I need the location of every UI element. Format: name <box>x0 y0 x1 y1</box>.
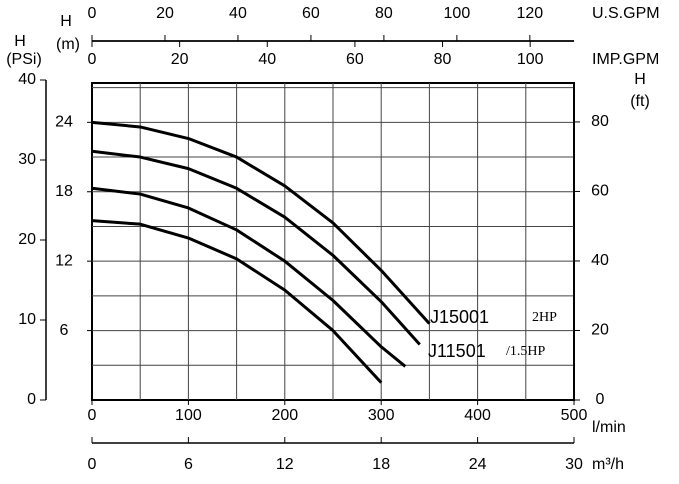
x2-tick-label: 24 <box>469 456 487 473</box>
y2-tick-label: 40 <box>18 71 36 88</box>
x2-tick-label: 60 <box>346 51 364 68</box>
x2-tick-label: 20 <box>156 5 174 22</box>
x2-tick-label: 40 <box>229 5 247 22</box>
pump-curve <box>91 186 407 368</box>
y2-tick-label: 40 <box>591 252 609 269</box>
y2-tick-label: 20 <box>18 231 36 248</box>
x2-axis-label: IMP.GPM <box>592 51 659 68</box>
x2-tick-label: 80 <box>434 51 452 68</box>
x2-tick-label: 20 <box>171 51 189 68</box>
x-tick-label: 0 <box>88 407 97 424</box>
y2-tick-label: 10 <box>18 311 36 328</box>
x-tick-label: 400 <box>464 407 491 424</box>
pump-curve <box>91 149 421 346</box>
y-axis-label: H <box>60 13 72 30</box>
x-tick-label: 500 <box>561 407 588 424</box>
y-tick-label: 18 <box>55 183 73 200</box>
x2-tick-label: 40 <box>258 51 276 68</box>
pump-curve <box>91 219 383 384</box>
y2-tick-label: 60 <box>591 183 609 200</box>
y2-axis-label: (PSi) <box>6 51 42 68</box>
x2-axis-label: U.S.GPM <box>592 5 660 22</box>
x-axis-label: l/min <box>592 419 626 436</box>
y2-tick-label: 80 <box>591 113 609 130</box>
y-tick-label: 12 <box>55 252 73 269</box>
y2-axis-label: H <box>634 71 646 88</box>
y-tick-label: 24 <box>55 114 73 131</box>
y2-tick-label: 0 <box>27 391 36 408</box>
y2-tick-label: 0 <box>596 391 605 408</box>
x-tick-label: 300 <box>368 407 395 424</box>
x2-tick-label: 0 <box>88 51 97 68</box>
y-axis-label: (m) <box>56 36 80 53</box>
x2-tick-label: 80 <box>375 5 393 22</box>
curve-label: /1.5HP <box>506 344 546 359</box>
curve-label: 2HP <box>532 310 557 325</box>
x2-axis-label: m³/h <box>592 456 624 473</box>
x-tick-label: 100 <box>175 407 202 424</box>
x2-tick-label: 12 <box>276 456 294 473</box>
y-tick-label: 6 <box>60 322 69 339</box>
x2-tick-label: 100 <box>444 5 471 22</box>
x2-tick-label: 0 <box>88 456 97 473</box>
curve-label: J11501 <box>428 341 486 361</box>
x2-tick-label: 100 <box>517 51 544 68</box>
y2-axis-label: (ft) <box>630 93 650 110</box>
y2-axis-label: H <box>14 33 26 50</box>
x2-tick-label: 0 <box>88 5 97 22</box>
y2-tick-label: 30 <box>18 151 36 168</box>
pump-curve <box>91 120 431 325</box>
x2-tick-label: 6 <box>184 456 193 473</box>
x2-tick-label: 60 <box>302 5 320 22</box>
x2-tick-label: 120 <box>516 5 543 22</box>
curve-label: J15001 <box>430 307 489 327</box>
y2-tick-label: 20 <box>591 322 609 339</box>
x2-tick-label: 18 <box>372 456 390 473</box>
x2-tick-label: 30 <box>565 456 583 473</box>
x-tick-label: 200 <box>271 407 298 424</box>
